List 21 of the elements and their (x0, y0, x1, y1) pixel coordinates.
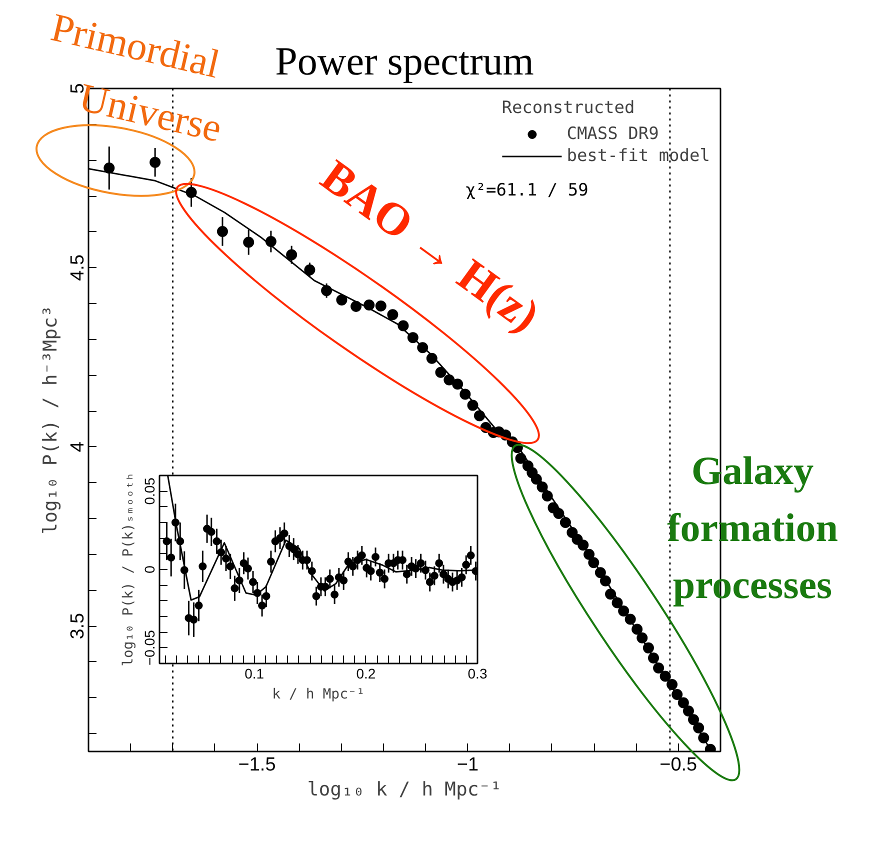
y-axis-title: log₁₀ P(k) / P(k)ₛₘₒₒₜₕ (120, 472, 136, 666)
x-tick-label: 0.3 (468, 666, 488, 682)
x-tick-label: 0.1 (244, 666, 264, 682)
y-tick-label: 4 (68, 441, 88, 452)
x-tick-label: −1 (456, 754, 479, 776)
legend-label: CMASS DR9 (566, 123, 659, 145)
y-axis-title: log₁₀ P(k) / h⁻³Mpc³ (40, 306, 62, 534)
x-tick-label: 0.2 (356, 666, 376, 682)
y-tick-label: 0 (142, 565, 158, 574)
legend-title: Reconstructed (502, 98, 636, 118)
annotation: χ²=61.1 / 59 (466, 180, 588, 200)
chart-title: Power spectrum (275, 38, 534, 84)
y-tick-label: 3.5 (68, 612, 88, 640)
x-tick-label: −1.5 (238, 754, 276, 776)
x-axis-title: log₁₀ k / h Mpc⁻¹ (307, 778, 502, 800)
x-axis-title: k / h Mpc⁻¹ (272, 686, 365, 702)
legend-label: best-fit model (566, 145, 710, 167)
y-tick-label: −0.05 (142, 630, 158, 666)
y-tick-label: 0.05 (142, 477, 158, 505)
y-tick-label: 4.5 (68, 254, 88, 281)
x-tick-label: −0.5 (660, 754, 698, 776)
